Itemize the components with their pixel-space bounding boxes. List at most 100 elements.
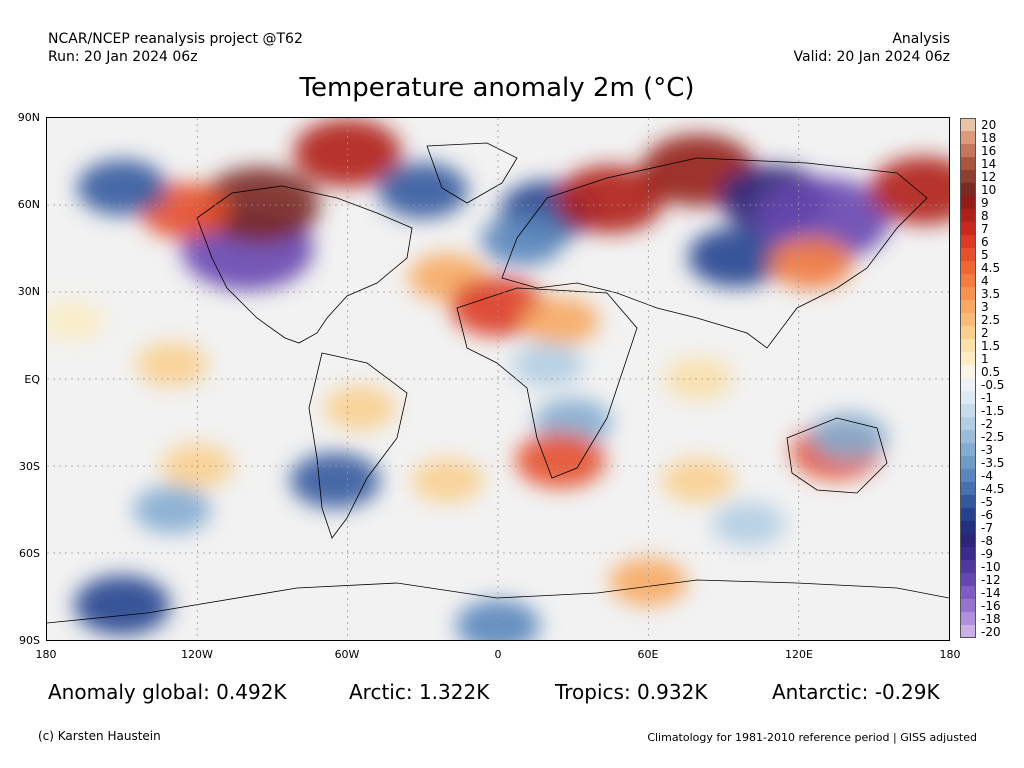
credit: (c) Karsten Haustein bbox=[38, 729, 161, 743]
colorbar-segment bbox=[960, 482, 976, 496]
anomaly-map bbox=[46, 117, 950, 641]
coastlines bbox=[47, 142, 949, 624]
colorbar-label: 0.5 bbox=[981, 364, 1001, 379]
colorbar-segment bbox=[960, 391, 976, 405]
colorbar-label: 9 bbox=[981, 195, 989, 210]
colorbar-outline bbox=[960, 118, 976, 638]
colorbar-label: -7 bbox=[981, 520, 993, 535]
colorbar-segment bbox=[960, 131, 976, 145]
colorbar-label: -12 bbox=[981, 572, 1001, 587]
colorbar-segment bbox=[960, 495, 976, 509]
colorbar-segment bbox=[960, 534, 976, 548]
lon-tick: 60W bbox=[334, 648, 360, 661]
run-label: Run: 20 Jan 2024 06z bbox=[48, 49, 198, 65]
colorbar-label: -8 bbox=[981, 533, 993, 548]
colorbar-segment bbox=[960, 404, 976, 418]
colorbar-label: 4 bbox=[981, 273, 989, 288]
anomaly-region bbox=[869, 156, 949, 225]
colorbar-segment bbox=[960, 560, 976, 574]
colorbar-label: -0.5 bbox=[981, 377, 1005, 392]
colorbar-label: -10 bbox=[981, 559, 1001, 574]
colorbar-segment bbox=[960, 508, 976, 522]
colorbar-label: -2 bbox=[981, 416, 993, 431]
colorbar-segment bbox=[960, 612, 976, 626]
colorbar-label: 14 bbox=[981, 156, 997, 171]
lat-tick: 60S bbox=[19, 547, 40, 560]
colorbar-label: 6 bbox=[981, 234, 989, 249]
colorbar-segment bbox=[960, 300, 976, 314]
lon-tick: 0 bbox=[494, 648, 502, 661]
anomaly-region bbox=[688, 227, 785, 288]
climatology-note: Climatology for 1981-2010 reference peri… bbox=[647, 731, 977, 744]
colorbar-label: -1 bbox=[981, 390, 993, 405]
anomaly-region bbox=[199, 167, 320, 243]
lon-tick: 120E bbox=[785, 648, 813, 661]
colorbar-label: 1 bbox=[981, 351, 989, 366]
header-left: NCAR/NCEP reanalysis project @T62 Run: 2… bbox=[48, 30, 303, 66]
colorbar-label: 20 bbox=[981, 117, 997, 132]
colorbar-segment bbox=[960, 196, 976, 210]
map-canvas bbox=[47, 118, 949, 640]
anomaly-region bbox=[133, 485, 212, 534]
colorbar-segment bbox=[960, 378, 976, 392]
lon-tick: 120W bbox=[181, 648, 213, 661]
anomaly-region bbox=[481, 213, 566, 266]
colorbar-label: 16 bbox=[981, 143, 997, 158]
colorbar-label: 3.5 bbox=[981, 286, 1001, 301]
anomaly-region bbox=[515, 432, 606, 489]
colorbar-segment bbox=[960, 235, 976, 249]
anomaly-region bbox=[290, 452, 381, 509]
header-right: Analysis Valid: 20 Jan 2024 06z bbox=[794, 30, 950, 66]
anomaly-region bbox=[136, 342, 209, 387]
lat-tick: 30S bbox=[19, 460, 40, 473]
colorbar-segment bbox=[960, 417, 976, 431]
colorbar-segment bbox=[960, 287, 976, 301]
anomaly-region bbox=[456, 599, 540, 640]
lat-tick: EQ bbox=[24, 373, 40, 386]
anomaly-region bbox=[377, 162, 468, 219]
colorbar-label: -2.5 bbox=[981, 429, 1005, 444]
colorbar-segment bbox=[960, 469, 976, 483]
anomaly-region bbox=[324, 386, 397, 430]
colorbar-label: 3 bbox=[981, 299, 989, 314]
colorbar-label: -5 bbox=[981, 494, 993, 509]
anomaly-region bbox=[411, 458, 484, 503]
colorbar-label: -1.5 bbox=[981, 403, 1005, 418]
product-label: Analysis bbox=[892, 31, 950, 47]
stat-antarctic: Antarctic: -0.29K bbox=[772, 680, 940, 704]
colorbar-segment bbox=[960, 339, 976, 353]
lat-tick: 90S bbox=[19, 634, 40, 647]
colorbar-segment bbox=[960, 248, 976, 262]
colorbar-label: -9 bbox=[981, 546, 993, 561]
colorbar-label: 1.5 bbox=[981, 338, 1001, 353]
lon-tick: 180 bbox=[939, 648, 961, 661]
colorbar-segment bbox=[960, 430, 976, 444]
colorbar-label: -6 bbox=[981, 507, 993, 522]
colorbar bbox=[960, 118, 976, 638]
colorbar-label: -3.5 bbox=[981, 455, 1005, 470]
colorbar-segment bbox=[960, 547, 976, 561]
colorbar-label: 2.5 bbox=[981, 312, 1001, 327]
colorbar-segment bbox=[960, 222, 976, 236]
colorbar-label: -4 bbox=[981, 468, 993, 483]
colorbar-segment bbox=[960, 118, 976, 132]
colorbar-segment bbox=[960, 625, 976, 638]
colorbar-label: 2 bbox=[981, 325, 989, 340]
colorbar-segment bbox=[960, 443, 976, 457]
colorbar-segment bbox=[960, 352, 976, 366]
map-title: Temperature anomaly 2m (°C) bbox=[299, 73, 695, 103]
anomaly-region bbox=[769, 237, 854, 289]
colorbar-segment bbox=[960, 209, 976, 223]
colorbar-segment bbox=[960, 261, 976, 275]
anomaly-region bbox=[521, 297, 600, 345]
colorbar-segment bbox=[960, 170, 976, 184]
anomaly-region bbox=[512, 342, 585, 387]
colorbar-segment bbox=[960, 521, 976, 535]
colorbar-segment bbox=[960, 313, 976, 327]
anomaly-region bbox=[662, 458, 735, 503]
stat-tropics: Tropics: 0.932K bbox=[555, 680, 708, 704]
anomaly-region bbox=[77, 159, 168, 216]
colorbar-label: -14 bbox=[981, 585, 1001, 600]
colorbar-segment bbox=[960, 144, 976, 158]
colorbar-label: -20 bbox=[981, 624, 1001, 639]
